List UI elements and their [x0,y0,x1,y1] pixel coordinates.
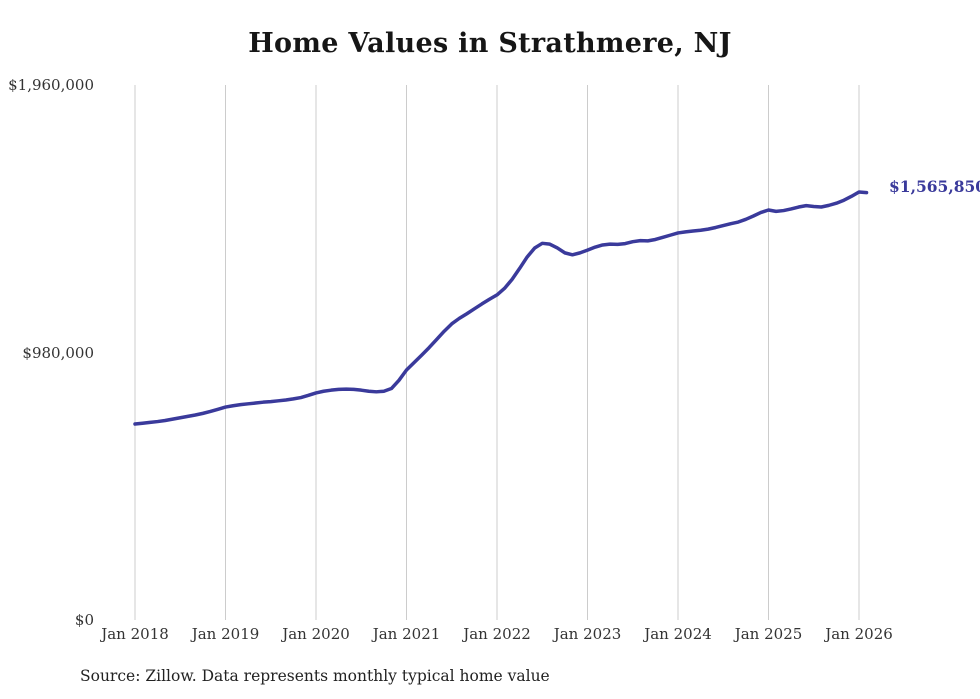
latest-value-label: $1,565,850 [889,177,980,196]
x-axis-tick-label: Jan 2023 [553,625,622,643]
x-axis-tick-label: Jan 2024 [644,625,712,643]
x-axis-tick-label: Jan 2025 [734,625,803,643]
x-axis-tick-label: Jan 2020 [282,625,350,643]
chart-title: Home Values in Strathmere, NJ [248,28,732,59]
x-axis-tick-label: Jan 2026 [825,625,893,643]
x-axis-tick-label: Jan 2021 [372,625,441,643]
x-axis-tick-label: Jan 2022 [463,625,531,643]
x-axis-tick-label: Jan 2019 [191,625,260,643]
y-axis-tick-label-mid: $980,000 [22,344,94,362]
y-axis-tick-label-max: $1,960,000 [8,76,94,94]
home-value-line [133,190,869,426]
x-axis-tick-label: Jan 2018 [101,625,169,643]
y-axis-tick-label-zero: $0 [74,611,94,629]
source-note: Source: Zillow. Data represents monthly … [80,667,550,685]
